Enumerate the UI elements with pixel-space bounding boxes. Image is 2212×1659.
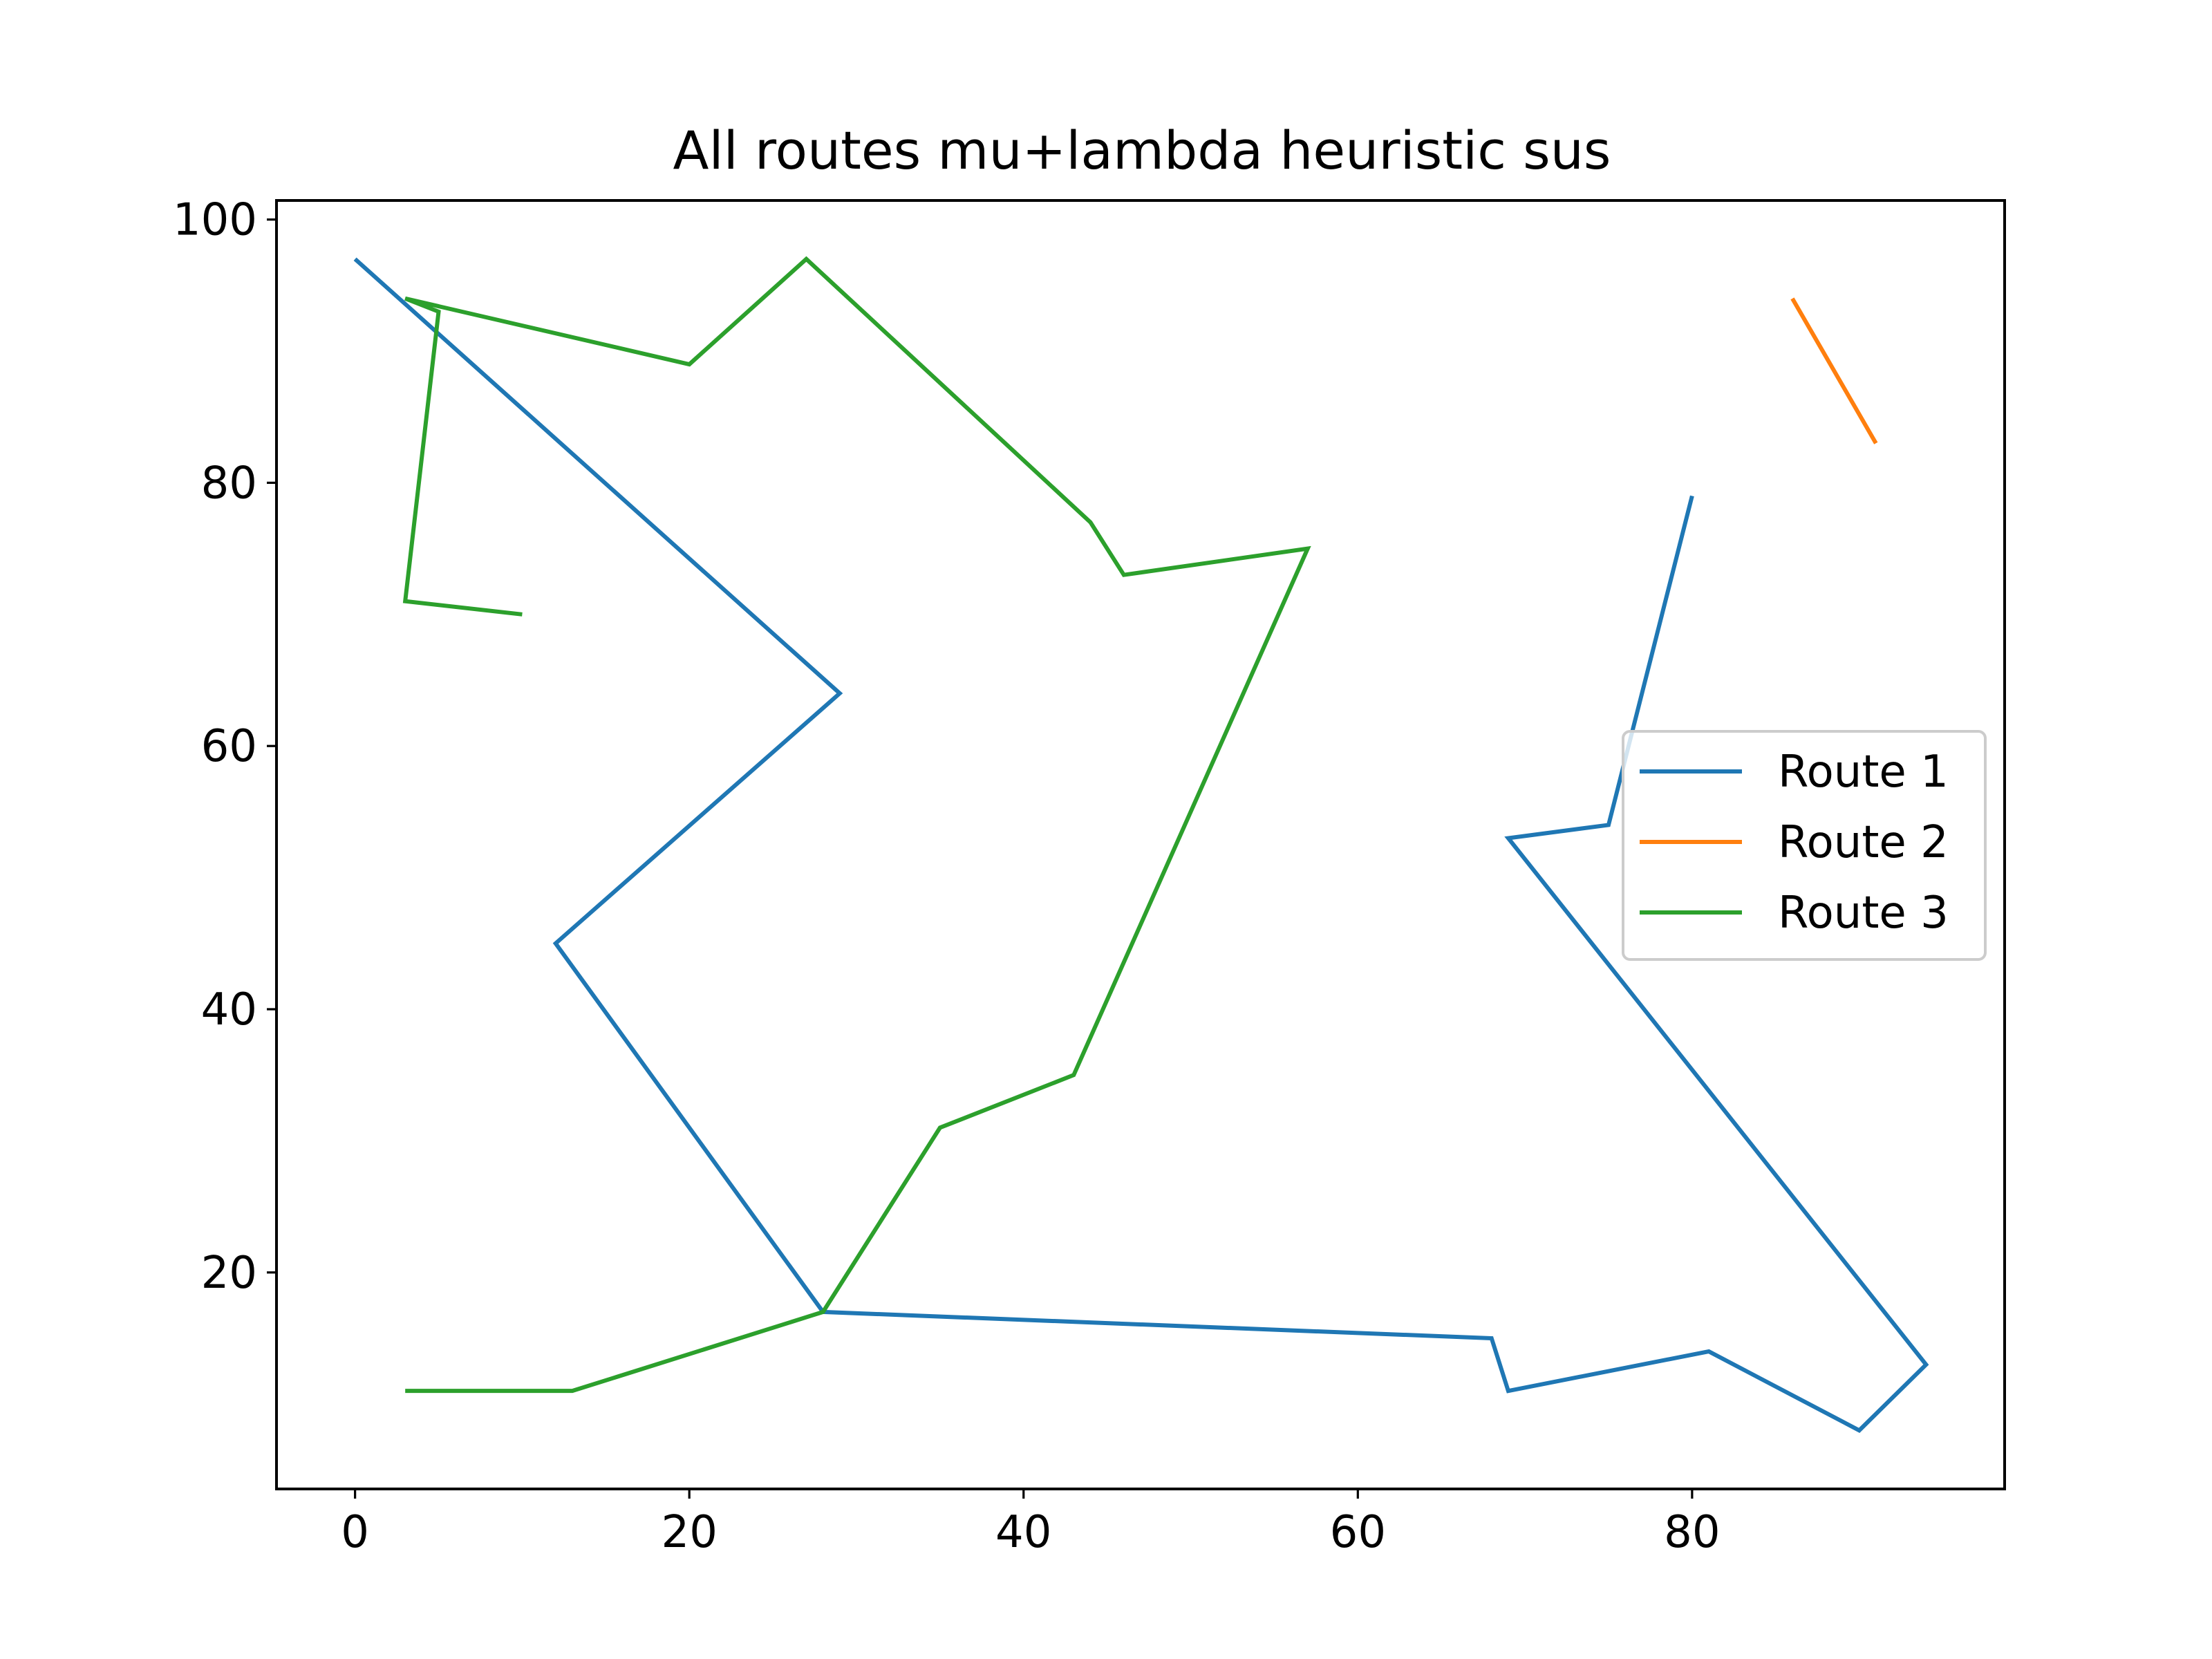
legend-label-route-3: Route 3: [1778, 888, 1949, 939]
x-tick-label: 40: [995, 1507, 1051, 1558]
series-layer: [353, 256, 1929, 1433]
legend: Route 1 Route 2 Route 3: [1622, 730, 1987, 961]
y-tick-label: 80: [201, 458, 257, 509]
y-tick-label: 100: [173, 195, 257, 246]
x-tick-label: 60: [1330, 1507, 1386, 1558]
plot-frame: [275, 199, 2006, 1490]
legend-label-route-1: Route 1: [1778, 747, 1949, 798]
legend-box: [1622, 730, 1987, 961]
y-tick-label: 20: [201, 1248, 257, 1299]
x-tick-label: 20: [661, 1507, 717, 1558]
series-line-route-3: [402, 256, 1311, 1394]
x-axis: 0 20 40 60 80: [341, 1489, 1721, 1558]
legend-label-route-2: Route 2: [1778, 817, 1949, 868]
x-tick-label: 0: [341, 1507, 369, 1558]
series-line-route-1: [353, 257, 1929, 1433]
y-tick-label: 40: [201, 984, 257, 1035]
chart-title: All routes mu+lambda heuristic sus: [673, 120, 1611, 181]
y-axis: 20 40 60 80 100: [173, 195, 276, 1299]
y-tick-label: 60: [201, 721, 257, 772]
x-tick-label: 80: [1664, 1507, 1720, 1558]
series-line-route-2: [1790, 297, 1878, 444]
